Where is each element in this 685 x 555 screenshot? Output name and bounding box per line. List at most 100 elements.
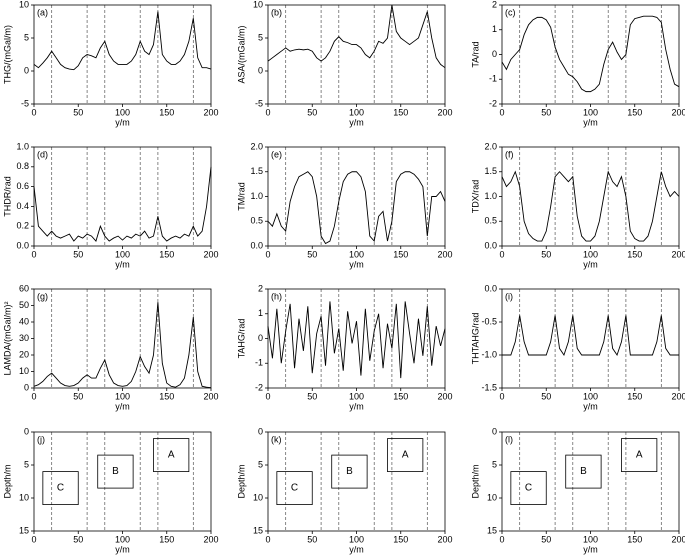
y-tick-label: 10 <box>487 492 497 502</box>
panel-label: (l) <box>505 434 513 444</box>
x-tick-label: 100 <box>115 107 130 117</box>
x-axis-label: y/m <box>583 117 598 127</box>
y-axis-label: TA/rad <box>470 41 480 67</box>
x-tick-label: 200 <box>437 107 452 117</box>
x-axis-label: y/m <box>583 401 598 411</box>
y-tick-label: 15 <box>487 525 497 535</box>
y-tick-label: 1.0 <box>484 191 497 201</box>
y-tick-label: -1 <box>489 74 497 84</box>
x-axis-label: y/m <box>349 544 364 554</box>
y-tick-label: 15 <box>19 525 29 535</box>
y-axis-label: TDX/rad <box>470 180 480 214</box>
x-tick-label: 50 <box>307 249 317 259</box>
x-tick-label: 50 <box>541 534 551 544</box>
y-tick-label: 10 <box>253 492 263 502</box>
panel-label: (i) <box>505 291 513 301</box>
x-tick-label: 0 <box>31 534 36 544</box>
x-tick-label: 0 <box>499 534 504 544</box>
y-axis-label: LAMDA/(mGal/m)² <box>2 301 12 375</box>
x-tick-label: 100 <box>349 249 364 259</box>
panel-label: (a) <box>37 7 48 17</box>
x-tick-label: 150 <box>627 391 642 401</box>
x-tick-label: 150 <box>159 534 174 544</box>
x-tick-label: 200 <box>437 534 452 544</box>
block <box>331 454 368 489</box>
y-tick-label: 5 <box>24 32 29 42</box>
y-tick-label: 10 <box>253 0 263 9</box>
x-tick-label: 100 <box>115 249 130 259</box>
y-axis-label: THG/(mGal/m) <box>2 25 12 84</box>
x-tick-label: 50 <box>73 107 83 117</box>
y-tick-label: 0.0 <box>16 240 29 250</box>
panel-label: (d) <box>37 149 48 159</box>
panel-label: (g) <box>37 291 48 301</box>
y-tick-label: 5 <box>492 459 497 469</box>
x-tick-label: 0 <box>499 249 504 259</box>
y-tick-label: 10 <box>19 0 29 9</box>
x-tick-label: 50 <box>73 534 83 544</box>
plot-frame <box>501 4 680 105</box>
block <box>153 438 190 473</box>
x-tick-label: 0 <box>31 391 36 401</box>
x-tick-label: 150 <box>627 249 642 259</box>
x-axis-label: y/m <box>115 544 130 554</box>
y-tick-label: 10 <box>19 492 29 502</box>
data-line <box>502 315 679 357</box>
y-axis-label: Depth/m <box>236 464 246 498</box>
x-tick-label: 100 <box>349 391 364 401</box>
x-tick-label: 0 <box>265 107 270 117</box>
y-tick-label: 2.0 <box>250 141 263 151</box>
x-axis-label: y/m <box>583 544 598 554</box>
block-label: C <box>291 483 298 494</box>
y-tick-label: 1.0 <box>16 141 29 151</box>
block <box>565 454 602 489</box>
plot-frame <box>501 146 680 247</box>
x-tick-label: 0 <box>499 391 504 401</box>
x-tick-label: 50 <box>307 534 317 544</box>
block-label: B <box>112 466 119 477</box>
y-tick-label: 5 <box>258 459 263 469</box>
x-tick-label: 150 <box>393 534 408 544</box>
data-line <box>33 166 212 242</box>
x-tick-label: 150 <box>627 534 642 544</box>
y-tick-label: 0 <box>24 65 29 75</box>
block <box>97 454 134 489</box>
y-tick-label: 40 <box>19 316 29 326</box>
block-label: C <box>57 483 64 494</box>
y-tick-label: 2 <box>258 283 263 293</box>
block-label: A <box>402 450 409 461</box>
x-axis-label: y/m <box>349 401 364 411</box>
y-tick-label: 20 <box>19 349 29 359</box>
y-tick-label: 0 <box>24 382 29 392</box>
y-axis-label: Depth/m <box>2 464 12 498</box>
x-tick-label: 150 <box>627 107 642 117</box>
y-tick-label: -2 <box>489 98 497 108</box>
y-tick-label: 1.0 <box>250 191 263 201</box>
y-tick-label: 1 <box>258 308 263 318</box>
data-line <box>267 171 446 245</box>
panel-label: (c) <box>505 7 516 17</box>
x-tick-label: 200 <box>203 391 218 401</box>
plot-frame <box>267 431 446 532</box>
data-line <box>501 170 680 242</box>
x-tick-label: 100 <box>583 107 598 117</box>
plot-frame <box>501 288 680 389</box>
y-tick-label: 1.5 <box>484 166 497 176</box>
x-tick-label: 0 <box>31 249 36 259</box>
plot-frame <box>267 288 446 389</box>
y-tick-label: 0 <box>258 65 263 75</box>
plot-frame <box>501 431 680 532</box>
y-tick-label: 0.2 <box>16 221 29 231</box>
x-tick-label: 0 <box>265 249 270 259</box>
y-tick-label: 0.8 <box>16 161 29 171</box>
x-axis-label: y/m <box>583 259 598 269</box>
y-tick-label: -1.5 <box>481 382 497 392</box>
x-tick-label: 50 <box>307 391 317 401</box>
block-label: C <box>525 483 532 494</box>
y-tick-label: 0.0 <box>484 240 497 250</box>
y-tick-label: -1.0 <box>481 349 497 359</box>
y-tick-label: 5 <box>258 32 263 42</box>
panel-label: (h) <box>271 291 282 301</box>
x-tick-label: 50 <box>307 107 317 117</box>
